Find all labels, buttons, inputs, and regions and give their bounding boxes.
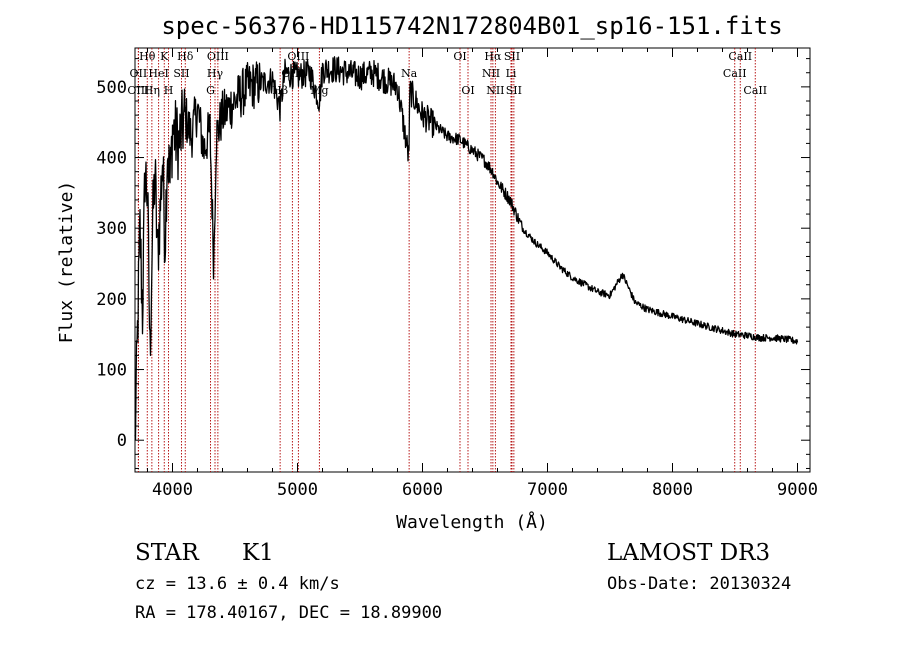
line-marker-label: NII	[482, 67, 500, 80]
survey-name: LAMOST DR3	[607, 540, 771, 566]
y-tick-label: 500	[96, 78, 127, 98]
line-marker-label: OII	[130, 67, 148, 80]
line-marker-label: CaII	[728, 50, 752, 63]
line-marker-label: Na	[401, 67, 418, 80]
y-tick-label: 300	[96, 219, 127, 239]
line-marker-label: CaII	[723, 67, 747, 80]
x-tick-label: 9000	[777, 480, 818, 500]
line-marker-label: CaII	[743, 84, 767, 97]
x-tick-label: 4000	[152, 480, 193, 500]
flux-series-line	[134, 56, 799, 441]
y-tick-label: 0	[117, 431, 127, 451]
y-tick-label: 200	[96, 290, 127, 310]
chart-title: spec-56376-HD115742N172804B01_sp16-151.f…	[161, 12, 782, 40]
line-marker-label: OIII	[207, 50, 229, 63]
x-tick-label: 8000	[652, 480, 693, 500]
line-marker-label: OI	[461, 84, 474, 97]
x-tick-label: 7000	[527, 480, 568, 500]
object-class: STAR	[135, 540, 199, 566]
object-subclass: K1	[242, 540, 274, 566]
axes: 4000 5000 6000 7000 8000 9000 0 100 200 300 400 500	[96, 48, 818, 500]
line-marker-label: NII	[486, 84, 504, 97]
line-marker-label: Hθ	[139, 50, 156, 63]
plot-frame	[134, 47, 811, 473]
line-marker-label: Hα	[484, 50, 502, 63]
x-tick-label: 6000	[402, 480, 443, 500]
line-marker-label: Hη	[144, 84, 160, 97]
line-marker-label: HeI	[148, 67, 168, 80]
y-axis-label: Flux (relative)	[56, 181, 77, 344]
x-tick-label: 5000	[277, 480, 318, 500]
line-marker-label: SII	[504, 50, 520, 63]
line-marker-label: K	[160, 50, 169, 63]
line-marker-label: OI	[453, 50, 466, 63]
line-marker-label: G	[206, 84, 215, 97]
x-axis-label: Wavelength (Å)	[396, 511, 548, 533]
coordinates-text: RA = 178.40167, DEC = 18.89900	[135, 603, 443, 623]
obs-date-text: Obs-Date: 20130324	[607, 574, 792, 594]
line-marker-label: SII	[173, 67, 189, 80]
line-marker-label: Li	[506, 67, 517, 80]
y-tick-label: 100	[96, 361, 127, 381]
line-marker-label: OIII	[287, 50, 309, 63]
y-tick-label: 400	[96, 149, 127, 169]
line-marker-label: H	[164, 84, 174, 97]
line-marker-label: Hγ	[207, 67, 224, 80]
redshift-text: cz = 13.6 ± 0.4 km/s	[135, 574, 340, 594]
line-marker-label: SII	[506, 84, 522, 97]
line-marker-label: Hδ	[177, 50, 194, 63]
